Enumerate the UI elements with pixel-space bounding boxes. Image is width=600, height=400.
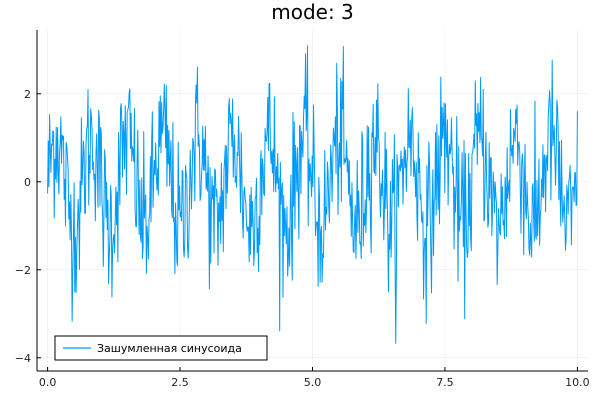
- legend: Зашумленная синусоида: [54, 335, 268, 361]
- series-layer: [47, 45, 578, 344]
- ticks: 0.0 2.5 5.0 7.5 10.0 −4 −2 0 2: [15, 88, 590, 389]
- y-tick-label: 0: [24, 176, 31, 189]
- y-tick-label: −2: [15, 264, 31, 277]
- x-tick-label: 5.0: [304, 376, 322, 389]
- x-tick-label: 0.0: [39, 376, 57, 389]
- chart-title: mode: 3: [271, 0, 354, 24]
- y-tick-label: −4: [15, 352, 31, 365]
- x-tick-label: 7.5: [436, 376, 454, 389]
- x-tick-label: 2.5: [171, 376, 189, 389]
- series-line-noisy-sinusoid: [47, 45, 578, 344]
- y-tick-label: 2: [24, 88, 31, 101]
- x-tick-label: 10.0: [565, 376, 590, 389]
- legend-label: Зашумленная синусоида: [97, 342, 242, 355]
